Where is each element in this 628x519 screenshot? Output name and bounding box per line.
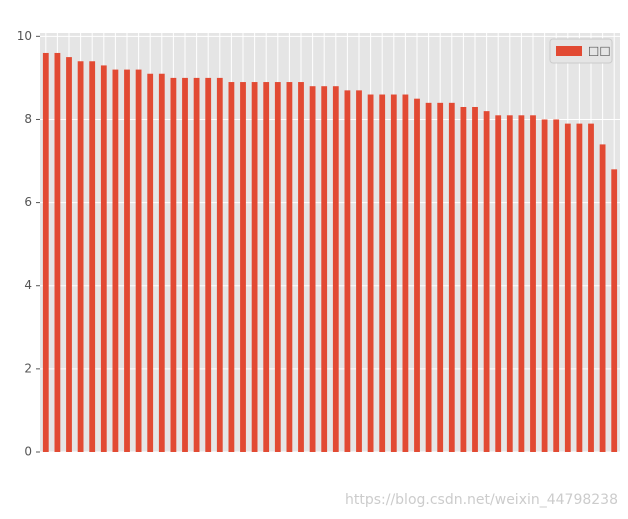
bar — [506, 115, 513, 452]
bar — [448, 102, 455, 452]
bar — [541, 119, 548, 452]
bar — [588, 123, 594, 452]
y-tick-label: 2 — [24, 361, 32, 375]
bar — [553, 119, 560, 452]
bar — [216, 77, 223, 453]
bar — [158, 73, 165, 452]
bar — [193, 77, 200, 453]
bar — [390, 94, 397, 453]
bar — [611, 169, 618, 453]
y-tick-label: 10 — [17, 29, 32, 43]
bar — [379, 94, 386, 453]
bar — [332, 86, 339, 452]
bar — [135, 69, 142, 452]
bar — [182, 77, 188, 453]
bar — [54, 52, 61, 452]
bar — [309, 86, 316, 452]
y-tick-label: 6 — [24, 195, 32, 209]
bar — [240, 82, 246, 452]
bar — [112, 69, 119, 452]
bar — [437, 102, 444, 452]
bar — [344, 90, 351, 452]
legend-swatch — [556, 46, 582, 56]
bar — [263, 82, 270, 452]
bar — [402, 94, 409, 453]
bar — [77, 61, 84, 453]
y-tick-label: 8 — [24, 112, 32, 126]
bar — [321, 86, 328, 452]
bar — [576, 123, 583, 452]
y-tick-label: 0 — [24, 445, 32, 459]
bar — [100, 65, 107, 453]
bar — [298, 82, 304, 452]
bar — [460, 106, 467, 452]
legend-label: □□ — [588, 44, 611, 58]
watermark: https://blog.csdn.net/weixin_44798238 — [345, 492, 618, 508]
bar — [205, 77, 212, 453]
bar — [66, 57, 72, 452]
bar — [414, 98, 420, 453]
bar — [530, 115, 536, 452]
bar — [124, 69, 130, 452]
bar — [170, 77, 177, 453]
bar — [356, 90, 362, 452]
bar — [518, 115, 525, 452]
bar — [42, 52, 49, 452]
bar — [274, 82, 281, 452]
y-tick-label: 4 — [24, 278, 32, 292]
bar — [89, 61, 96, 453]
bar — [425, 102, 432, 452]
bar — [472, 106, 478, 452]
bar — [564, 123, 571, 452]
bar — [495, 115, 502, 452]
bar — [228, 82, 235, 452]
bar — [286, 82, 293, 452]
bar — [599, 144, 606, 452]
bar — [367, 94, 374, 453]
bar — [251, 82, 258, 452]
bar — [483, 111, 490, 453]
bar — [147, 73, 154, 452]
